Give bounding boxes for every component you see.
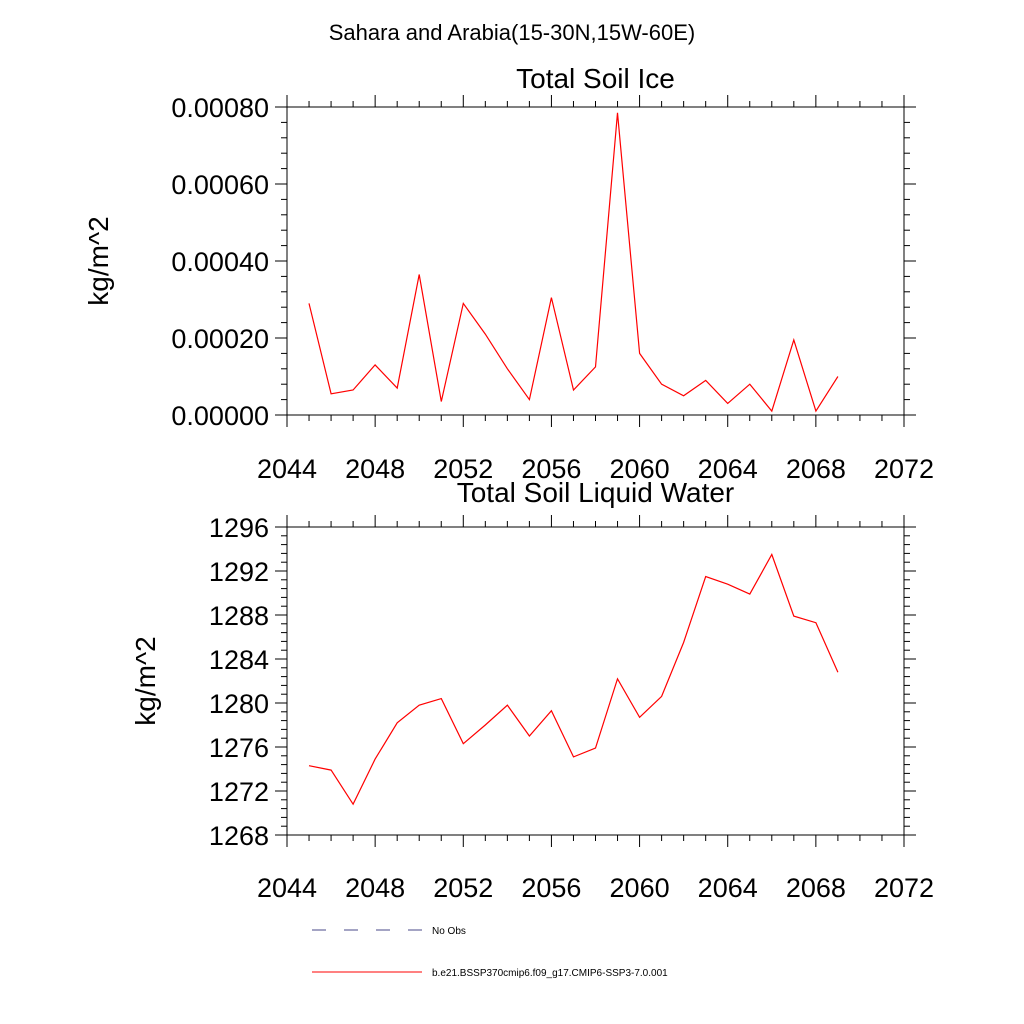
plot-frame [286, 526, 905, 836]
y-axis-title: kg/m^2 [130, 636, 161, 725]
legend-label: No Obs [432, 926, 466, 937]
chart-main-title: Sahara and Arabia(15-30N,15W-60E) [328, 20, 696, 45]
y-tick-label: 1292 [209, 557, 269, 587]
x-tick-label: 2064 [698, 873, 758, 903]
y-tick-label: 1284 [209, 645, 269, 675]
y-axis-title: kg/m^2 [83, 216, 114, 305]
y-tick-label: 1268 [209, 821, 269, 851]
y-tick-label: 1280 [209, 689, 269, 719]
x-tick-label: 2048 [345, 873, 405, 903]
series-line [308, 112, 839, 413]
y-tick-label: 1276 [209, 733, 269, 763]
chart-panel-2: Total Soil Liquid Water kg/m^2 2044 2048 205… [130, 477, 934, 903]
x-tick-label: 2048 [345, 454, 405, 484]
legend-label: b.e21.BSSP370cmip6.f09_g17.CMIP6-SSP3-7.… [432, 968, 668, 979]
y-tick-label: 0.00020 [171, 324, 269, 354]
x-tick-label: 2052 [433, 454, 493, 484]
y-tick-label: 1296 [209, 513, 269, 543]
x-tick-label: 2044 [257, 454, 317, 484]
x-tick-label: 2044 [257, 873, 317, 903]
x-tick-label: 2068 [786, 454, 846, 484]
series-line [308, 553, 839, 806]
y-tick-label: 0.00040 [171, 247, 269, 277]
x-tick-label: 2056 [521, 873, 581, 903]
y-tick-label: 0.00000 [171, 401, 269, 431]
x-tick-label: 2072 [874, 873, 934, 903]
y-tick-label: 0.00060 [171, 170, 269, 200]
x-tick-label: 2060 [610, 454, 670, 484]
x-tick-label: 2072 [874, 454, 934, 484]
y-tick-label: 1288 [209, 601, 269, 631]
x-tick-label: 2068 [786, 873, 846, 903]
x-tick-label: 2052 [433, 873, 493, 903]
legend: No Obs b.e21.BSSP370cmip6.f09_g17.CMIP6-S… [312, 926, 668, 979]
panel-title: Total Soil Liquid Water [457, 477, 735, 508]
chart-panel-1: Total Soil Ice kg/m^2 2044 2048 2052 2056 2060… [83, 63, 934, 484]
y-tick-label: 1272 [209, 777, 269, 807]
x-tick-label: 2060 [610, 873, 670, 903]
y-tick-label: 0.00080 [171, 93, 269, 123]
x-tick-label: 2056 [521, 454, 581, 484]
panel-title: Total Soil Ice [516, 63, 675, 94]
x-tick-label: 2064 [698, 454, 758, 484]
